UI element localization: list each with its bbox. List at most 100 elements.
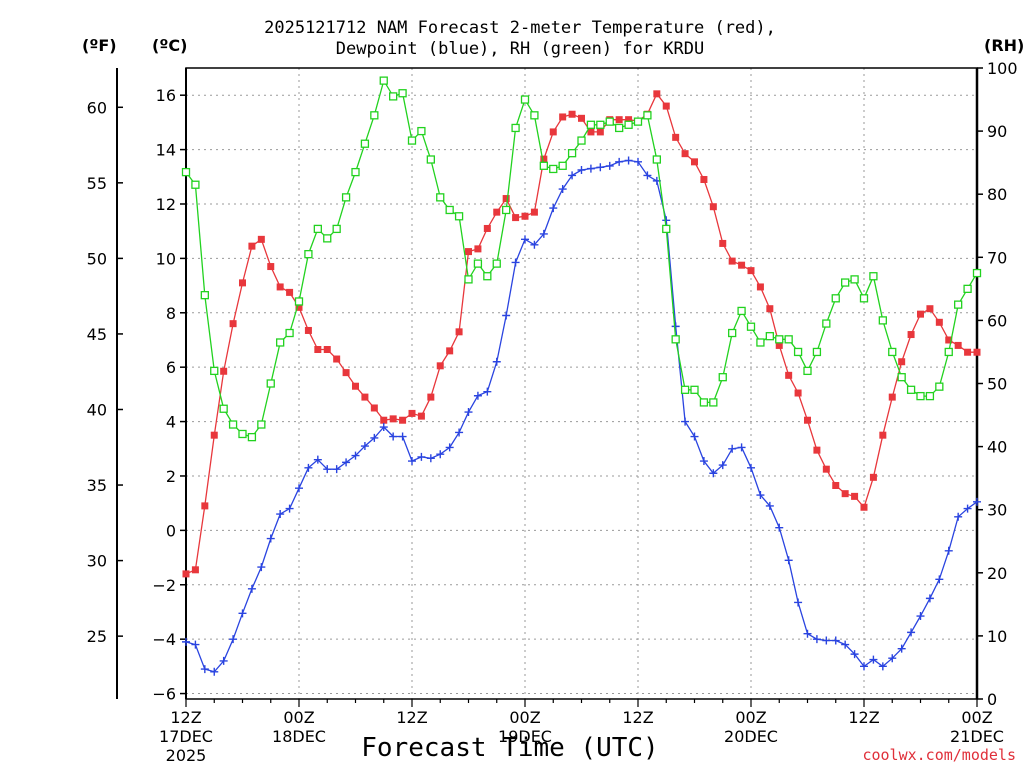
temperature-point	[427, 393, 435, 401]
chart-title-line2: Dewpoint (blue), RH (green) for KRDU	[335, 39, 705, 59]
dewpoint-point	[803, 629, 812, 638]
temperature-point	[860, 503, 868, 511]
rh-point	[520, 95, 530, 104]
rh-point	[756, 338, 765, 347]
rh-point	[633, 117, 643, 126]
rh-point	[276, 338, 285, 347]
plot-frame	[185, 67, 978, 700]
temperature-point	[408, 409, 416, 417]
dewpoint-point	[935, 575, 944, 584]
fahrenheit-tick-label: 50	[87, 249, 107, 268]
rh-point	[822, 319, 831, 328]
temperature-point	[229, 320, 237, 328]
temperature-point	[879, 431, 887, 439]
celsius-tick-label: 10	[156, 249, 176, 268]
dewpoint-point	[634, 157, 642, 166]
dewpoint-point	[831, 636, 840, 645]
dewpoint-point	[408, 457, 416, 466]
dewpoint-point	[671, 322, 680, 331]
fahrenheit-axis-label: (ºF)	[82, 36, 117, 55]
rh-point	[539, 161, 548, 170]
rh-point	[812, 347, 822, 357]
temperature-point	[888, 393, 896, 401]
temperature-point	[502, 195, 510, 203]
rh-point	[972, 268, 982, 278]
temperature-point	[794, 389, 802, 397]
temperature-point	[587, 128, 595, 136]
rh-point	[370, 111, 379, 120]
rh-point	[492, 259, 501, 268]
dewpoint-point	[869, 655, 878, 664]
temperature-point	[804, 416, 811, 424]
x-tick-label: 2025	[166, 746, 207, 765]
rh-point	[426, 155, 435, 164]
rh-point	[228, 420, 238, 429]
rh-point	[181, 167, 191, 177]
temperature-point	[323, 346, 331, 354]
rh-tick-label: 100	[987, 59, 1018, 78]
dewpoint-point	[775, 523, 784, 532]
temperature-point	[691, 158, 698, 166]
dewpoint-point	[521, 235, 529, 244]
rh-point	[238, 429, 247, 439]
dewpoint-point	[822, 636, 831, 645]
temperature-point	[672, 133, 680, 141]
rh-point	[558, 161, 567, 170]
rh-point	[624, 120, 633, 129]
rh-point	[200, 291, 209, 300]
dewpoint-point	[925, 594, 934, 603]
temperature-point	[964, 348, 972, 356]
rh-point	[963, 284, 972, 294]
temperature-point	[389, 415, 397, 423]
dewpoint-point	[699, 457, 708, 466]
temperature-point	[399, 416, 407, 424]
temperature-point	[361, 393, 369, 401]
rh-point	[294, 297, 304, 306]
dewpoint-point	[229, 635, 238, 644]
rh-point	[793, 347, 803, 357]
temperature-point	[756, 283, 764, 291]
x-tick-label: 20DEC	[724, 727, 778, 746]
x-tick-label: 00Z	[735, 708, 766, 727]
dewpoint-point	[445, 443, 454, 452]
rh-point	[323, 234, 332, 243]
temperature-point	[314, 346, 322, 354]
rh-point	[313, 224, 322, 234]
temperature-point	[719, 239, 727, 247]
temperature-point	[738, 261, 746, 269]
rh-point	[332, 224, 341, 234]
dewpoint-point	[200, 665, 209, 674]
temperature-point	[239, 279, 246, 287]
dewpoint-point	[492, 357, 501, 366]
x-tick-label: 17DEC	[159, 727, 213, 746]
rh-point	[916, 391, 925, 401]
temperature-point	[446, 347, 454, 355]
dewpoint-point	[747, 463, 755, 472]
dewpoint-point	[812, 635, 821, 644]
dewpoint-line	[185, 159, 978, 673]
rh-point	[389, 92, 398, 101]
rh-point	[906, 385, 916, 394]
temperature-point	[201, 502, 209, 510]
dewpoint-point	[539, 229, 548, 238]
rh-tick-label: 80	[987, 185, 1007, 204]
temperature-point	[813, 446, 821, 454]
dewpoint-point	[426, 454, 435, 463]
rh-tick-label: 60	[987, 311, 1007, 330]
dewpoint-point	[295, 484, 303, 493]
rh-point	[351, 167, 360, 177]
x-tick-label: 00Z	[283, 708, 314, 727]
rh-point	[586, 120, 596, 129]
rh-point	[210, 366, 219, 376]
celsius-tick-label: 16	[156, 86, 176, 105]
temperature-point	[625, 116, 633, 124]
temperature-point	[220, 367, 228, 375]
dewpoint-point	[219, 656, 228, 665]
temperature-point	[945, 336, 953, 344]
dewpoint-point	[841, 640, 850, 649]
celsius-tick-label: 4	[166, 413, 176, 432]
dewpoint-point	[455, 428, 464, 437]
dewpoint-point	[379, 423, 388, 432]
celsius-axis-label: (ºC)	[152, 36, 188, 55]
